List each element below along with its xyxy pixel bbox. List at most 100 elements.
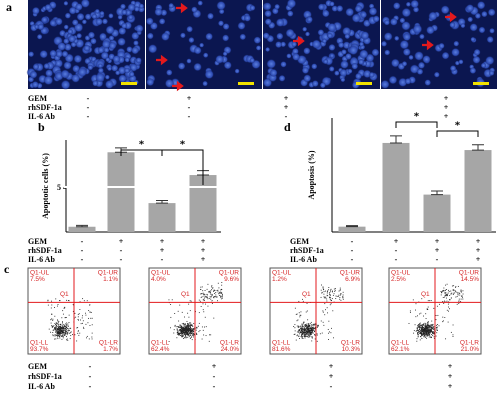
- bar: [107, 152, 135, 232]
- cytometry-event: [177, 330, 179, 332]
- cytometry-event: [425, 333, 427, 335]
- cytometry-event: [88, 310, 90, 312]
- cytometry-event: [63, 332, 65, 334]
- nucleus: [474, 12, 482, 20]
- cytometry-event: [178, 320, 180, 322]
- cytometry-event: [430, 329, 431, 331]
- nucleus: [311, 63, 318, 70]
- gate-percent: 6.9%: [345, 276, 360, 283]
- nucleus: [133, 6, 140, 12]
- cytometry-event: [310, 321, 312, 323]
- cytometry-event: [417, 324, 419, 326]
- cytometry-event: [190, 332, 192, 334]
- cytometry-event: [51, 304, 53, 306]
- cytometry-event: [302, 323, 304, 325]
- nucleus: [128, 71, 135, 78]
- cytometry-event: [173, 329, 175, 331]
- cytometry-event: [61, 328, 63, 330]
- cytometry-event: [329, 298, 331, 300]
- cytometry-event: [420, 331, 422, 332]
- cytometry-event: [57, 322, 59, 324]
- nucleus: [405, 1, 412, 7]
- cytometry-event: [188, 334, 190, 336]
- cytometry-event: [418, 327, 420, 328]
- nucleus: [428, 11, 438, 21]
- nucleus: [145, 17, 154, 26]
- cytometry-event: [215, 296, 217, 298]
- cytometry-event: [199, 330, 201, 331]
- cytometry-event: [417, 333, 418, 334]
- cytometry-event: [417, 334, 419, 336]
- cytometry-event: [334, 289, 336, 291]
- nucleus: [486, 35, 494, 44]
- cytometry-event: [185, 329, 187, 331]
- cytometry-event: [310, 324, 312, 326]
- cytometry-event: [433, 326, 434, 328]
- cytometry-event: [301, 329, 303, 331]
- cytometry-event: [67, 326, 69, 327]
- cytometry-event: [300, 336, 302, 338]
- gate-percent: 1.7%: [103, 346, 118, 353]
- cytometry-event: [427, 321, 428, 323]
- cytometry-event: [307, 327, 308, 328]
- nucleus: [43, 62, 50, 70]
- nucleus: [286, 53, 292, 59]
- cytometry-event: [59, 333, 61, 334]
- cytometry-event: [424, 335, 426, 337]
- cytometry-event: [419, 322, 421, 324]
- cytometry-event: [61, 338, 63, 340]
- cytometry-event: [57, 319, 58, 321]
- cytometry-event: [75, 316, 77, 318]
- cytometry-event: [68, 300, 70, 302]
- cytometry-event: [79, 309, 81, 310]
- cytometry-event: [57, 324, 59, 326]
- cytometry-event: [322, 286, 324, 288]
- cytometry-event: [330, 303, 332, 305]
- nucleus: [205, 32, 214, 41]
- cytometry-event: [50, 307, 52, 309]
- cytometry-event: [62, 332, 64, 334]
- cytometry-event: [424, 335, 426, 337]
- cytometry-event: [330, 294, 331, 296]
- cytometry-event: [438, 325, 440, 327]
- cytometry-event: [311, 328, 313, 330]
- cytometry-event: [421, 328, 423, 330]
- nucleus: [121, 22, 128, 30]
- nucleus: [101, 18, 109, 25]
- cytometry-event: [87, 322, 89, 324]
- scale-bar: [238, 82, 254, 85]
- cytometry-event: [422, 326, 424, 327]
- cytometry-event: [211, 293, 213, 295]
- cytometry-event: [447, 303, 449, 305]
- cytometry-event: [331, 299, 332, 301]
- cytometry-event: [452, 336, 454, 337]
- cytometry-event: [461, 295, 463, 297]
- cytometry-event: [85, 323, 87, 325]
- nucleus: [359, 49, 369, 59]
- cytometry-event: [428, 336, 430, 338]
- cytometry-event: [331, 327, 332, 329]
- cytometry-event: [306, 328, 308, 329]
- cytometry-event: [311, 340, 313, 342]
- cytometry-event: [307, 332, 309, 334]
- cytometry-event: [62, 329, 64, 331]
- gate-percent: 10.3%: [342, 346, 361, 353]
- cytometry-event: [415, 316, 417, 318]
- treatment-sign: +: [329, 362, 334, 371]
- cytometry-event: [62, 326, 64, 328]
- cytometry-event: [187, 329, 189, 331]
- cytometry-event: [91, 336, 93, 338]
- cytometry-event: [205, 295, 207, 297]
- cytometry-event: [63, 334, 65, 336]
- cytometry-event: [62, 313, 64, 315]
- cytometry-event: [67, 329, 69, 331]
- cytometry-event: [60, 335, 62, 336]
- nucleus: [117, 37, 127, 47]
- cytometry-event: [427, 333, 429, 335]
- treatment-sign: +: [187, 94, 192, 103]
- cytometry-event: [187, 336, 189, 338]
- treatment-sign: -: [330, 382, 333, 391]
- cytometry-event: [300, 311, 302, 313]
- cytometry-event: [189, 328, 191, 329]
